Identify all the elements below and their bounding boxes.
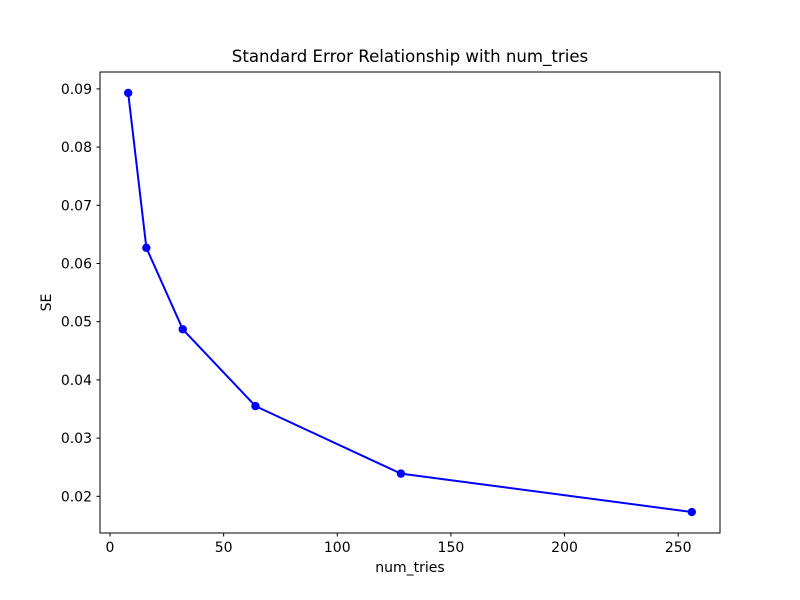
- x-tick-label-0: 0: [106, 540, 115, 556]
- y-tick-label-3: 0.05: [61, 315, 92, 331]
- y-tick-label-0: 0.02: [61, 489, 92, 505]
- x-tick-label-2: 100: [324, 540, 351, 556]
- series-line-SE: [127, 92, 692, 514]
- y-axis-label: SE: [39, 294, 55, 312]
- data-point-SE-0: [123, 88, 133, 98]
- data-point-SE-2: [178, 325, 187, 334]
- y-tick-label-7: 0.09: [61, 82, 92, 98]
- plot-area: [99, 71, 721, 534]
- data-point-SE-4: [396, 469, 406, 478]
- y-tick-label-1: 0.03: [61, 431, 92, 447]
- y-tick-label-4: 0.06: [61, 257, 92, 273]
- y-tick-label-6: 0.08: [61, 140, 92, 156]
- x-tick-label-4: 200: [551, 540, 578, 556]
- x-tick-label-3: 150: [438, 540, 465, 556]
- data-point-SE-3: [251, 401, 260, 411]
- x-tick-label-5: 250: [665, 540, 692, 556]
- data-point-SE-1: [142, 243, 151, 252]
- x-tick-label-1: 50: [215, 540, 233, 556]
- data-point-SE-5: [687, 507, 697, 517]
- chart-title: Standard Error Relationship with num_tri…: [232, 47, 588, 67]
- y-tick-label-5: 0.07: [61, 198, 92, 214]
- x-axis-label: num_tries: [375, 560, 444, 576]
- y-tick-label-2: 0.04: [61, 373, 92, 389]
